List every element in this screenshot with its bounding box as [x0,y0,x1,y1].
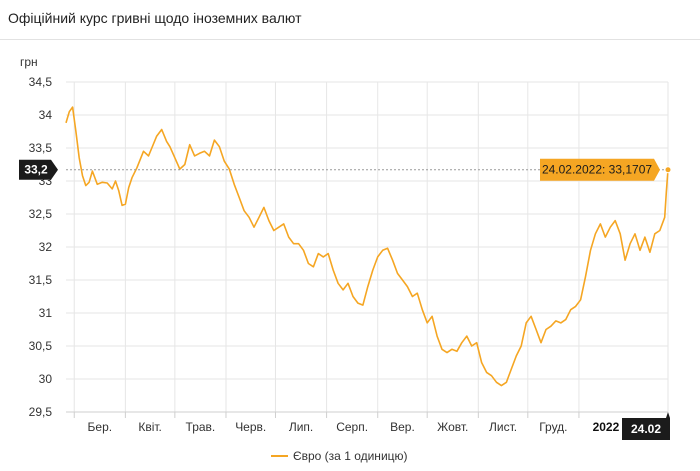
crosshair-y-label-box [19,159,58,180]
tooltip-box [540,158,660,181]
x-tick-label: 2022 [593,420,620,434]
y-tick-label: 30,5 [29,339,53,353]
x-tick-label: Бер. [88,420,113,434]
hover-point-marker [664,166,672,174]
crosshair-x-label-box [622,412,670,440]
x-tick-label: Жовт. [437,420,468,434]
crosshair-y-label: 33,2 [24,163,48,177]
x-tick-label: Трав. [186,420,216,434]
legend[interactable]: Євро (за 1 одиницю) [271,449,408,463]
crosshair-x-label: 24.02 [631,422,661,436]
legend-label: Євро (за 1 одиницю) [293,449,408,463]
x-tick-labels: Бер. Квіт. Трав. Черв. Лип. Серп. Вер. Жовт. Лис… [88,420,620,434]
x-tick-label: Квіт. [138,420,162,434]
x-tick-label: Лип. [289,420,313,434]
series-line-euro [65,106,669,387]
axis-layer: грн [20,55,668,418]
x-tick-label: Серп. [336,420,368,434]
header-bar: Офіційний курс гривні щодо іноземних вал… [0,0,700,40]
y-tick-label: 33,5 [29,141,53,155]
tooltip: 24.02.2022: 33,1707 [540,158,660,181]
x-tick-label: Черв. [235,420,266,434]
x-tick-label: Груд. [539,420,567,434]
y-tick-label: 31,5 [29,273,53,287]
grid-layer [66,81,669,413]
y-tick-label: 34,5 [29,75,53,89]
page-title: Офіційний курс гривні щодо іноземних вал… [8,10,302,26]
x-tick-label: Лист. [489,420,517,434]
x-tick-label: Вер. [390,420,415,434]
y-tick-label: 32,5 [29,207,53,221]
y-tick-label: 34 [39,108,53,122]
crosshair: 33,2 24.02 [19,159,672,440]
y-tick-label: 29,5 [29,405,53,419]
series-layer [65,106,669,387]
y-axis-unit-label: грн [20,55,38,69]
y-tick-label: 31 [39,306,53,320]
y-tick-label: 30 [39,372,53,386]
y-tick-label: 32 [39,240,53,254]
tooltip-text: 24.02.2022: 33,1707 [542,163,652,177]
